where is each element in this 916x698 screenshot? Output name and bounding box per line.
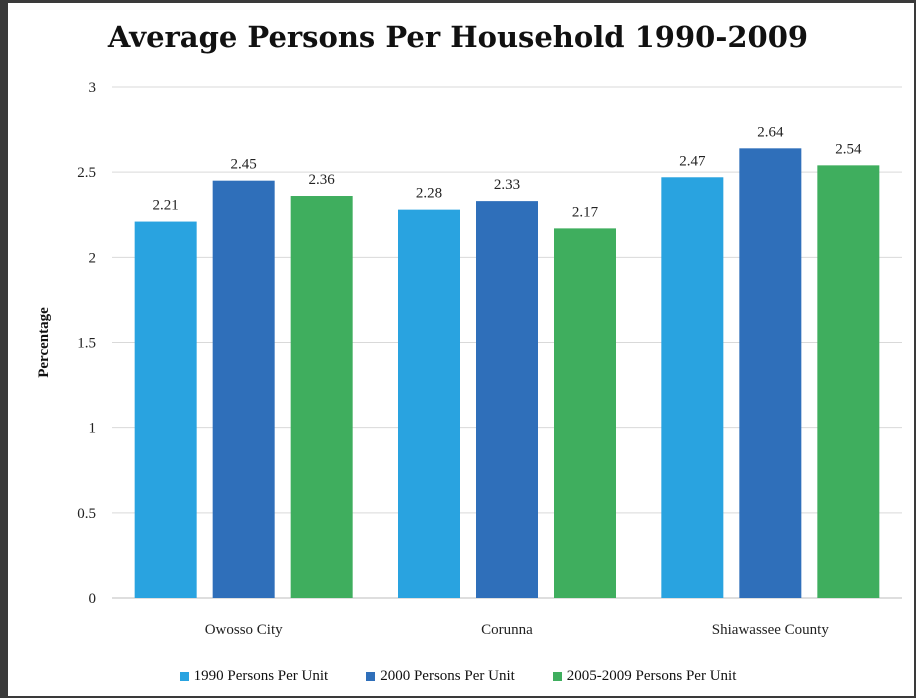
legend-item: 1990 Persons Per Unit xyxy=(179,664,329,688)
bar xyxy=(661,177,724,598)
y-tick-label: 3 xyxy=(89,80,97,96)
y-tick-label: 1.5 xyxy=(77,336,96,352)
y-tick-label: 2.5 xyxy=(77,165,96,181)
data-label: 2.33 xyxy=(494,177,520,193)
category-label: Shiawassee County xyxy=(712,622,830,638)
data-label: 2.28 xyxy=(416,186,442,202)
bar xyxy=(817,165,880,598)
y-tick-label: 0 xyxy=(89,591,97,607)
y-tick-label: 2 xyxy=(89,250,97,266)
y-tick-label: 0.5 xyxy=(77,506,96,522)
bar xyxy=(290,196,353,598)
bar xyxy=(739,148,802,598)
bar xyxy=(476,201,538,598)
y-tick-label: 1 xyxy=(89,421,97,437)
legend-label: 1990 Persons Per Unit xyxy=(193,667,329,684)
category-label: Corunna xyxy=(481,622,533,638)
data-label: 2.45 xyxy=(231,157,257,173)
data-label: 2.64 xyxy=(757,124,784,140)
legend-swatch xyxy=(179,671,189,681)
legend-label: 2000 Persons Per Unit xyxy=(380,667,515,684)
data-label: 2.36 xyxy=(309,172,336,188)
legend-item: 2000 Persons Per Unit xyxy=(366,664,515,688)
category-label: Owosso City xyxy=(205,622,283,638)
legend-item: 2005-2009 Persons Per Unit xyxy=(552,664,737,688)
bar xyxy=(554,228,616,599)
legend-label: 2005-2009 Persons Per Unit xyxy=(566,667,737,684)
data-label: 2.21 xyxy=(153,198,179,214)
chart-legend: 1990 Persons Per Unit 2000 Persons Per Un… xyxy=(0,664,916,688)
bar xyxy=(212,180,275,598)
legend-swatch xyxy=(366,671,376,681)
data-label: 2.54 xyxy=(835,141,862,157)
bar xyxy=(134,221,197,598)
bar xyxy=(398,209,460,598)
data-label: 2.47 xyxy=(679,153,706,169)
y-axis-title: Percentage xyxy=(36,307,52,378)
chart-title: Average Persons Per Household 1990-2009 xyxy=(107,20,809,54)
data-label: 2.17 xyxy=(572,204,599,220)
legend-swatch xyxy=(552,671,562,681)
